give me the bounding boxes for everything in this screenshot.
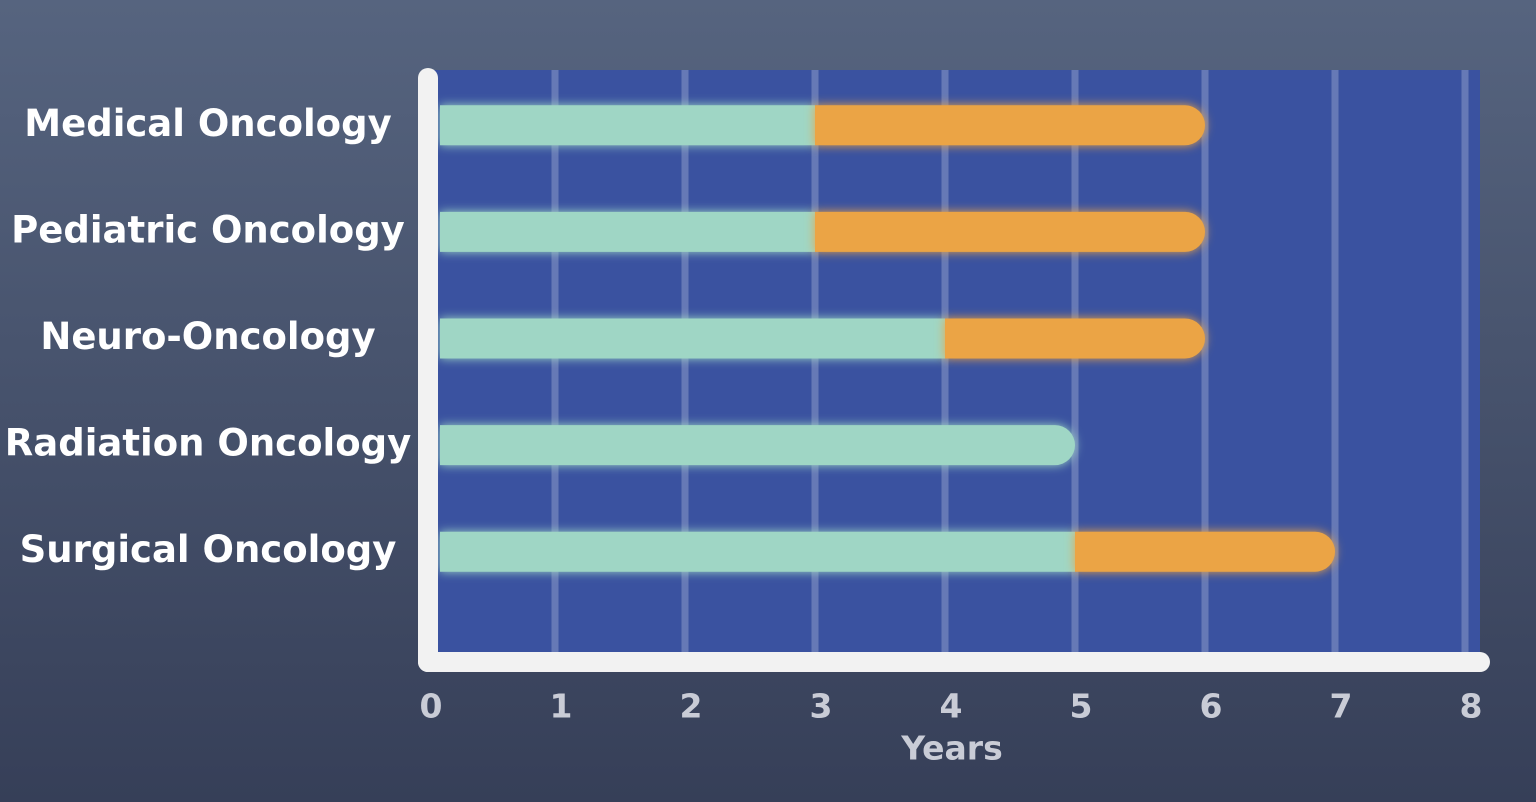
bar-segment (440, 211, 815, 252)
bar-segment (440, 318, 945, 359)
bar-segment (440, 531, 1075, 572)
category-label: Neuro-Oncology (40, 315, 375, 358)
x-tick-label: 0 (420, 687, 443, 726)
x-tick-label: 1 (550, 687, 573, 726)
bar-segment (1075, 531, 1335, 572)
category-label: Pediatric Oncology (11, 208, 405, 251)
x-tick-label: 4 (940, 687, 963, 726)
bar-segment (815, 211, 1205, 252)
bar-segment (440, 425, 1075, 466)
x-tick-label: 6 (1200, 687, 1223, 726)
x-axis-label: Years (900, 729, 1002, 768)
category-label: Surgical Oncology (20, 528, 397, 571)
category-label: Radiation Oncology (5, 422, 411, 465)
category-label: Medical Oncology (24, 102, 391, 145)
x-tick-label: 5 (1070, 687, 1093, 726)
bar-segment (815, 105, 1205, 146)
x-tick-label: 8 (1460, 687, 1483, 726)
bar-segment (945, 318, 1205, 359)
x-tick-label: 2 (680, 687, 703, 726)
bar-segment (440, 105, 815, 146)
x-tick-label: 3 (810, 687, 833, 726)
plot-area (428, 70, 1480, 662)
x-tick-label: 7 (1330, 687, 1353, 726)
